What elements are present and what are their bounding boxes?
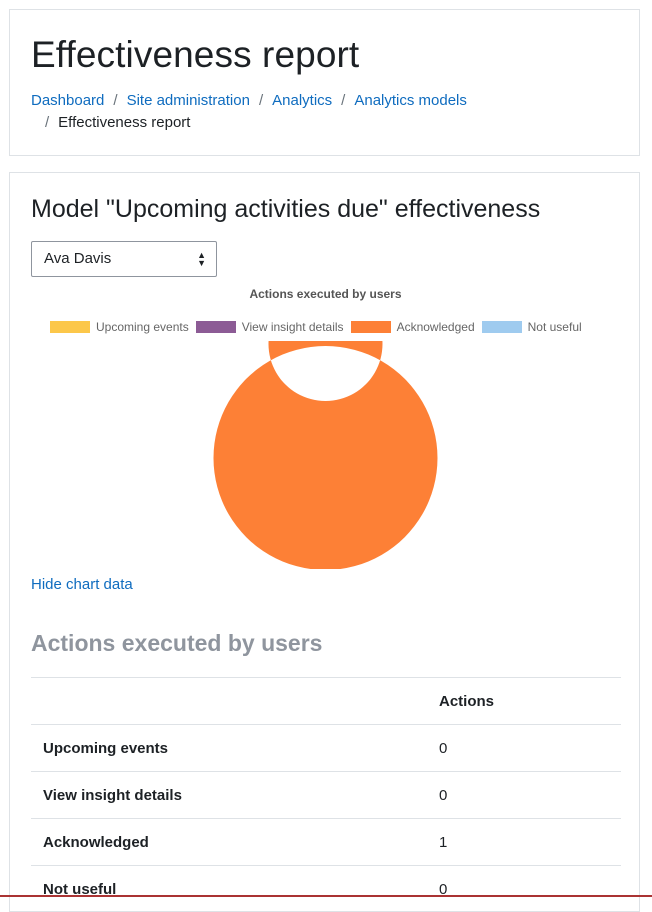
table-heading: Actions executed by users [31, 630, 322, 657]
legend-item[interactable]: Upcoming events [50, 320, 189, 334]
breadcrumb-separator: / [332, 92, 354, 109]
chart-title: Actions executed by users [10, 287, 641, 301]
donut-chart [10, 341, 641, 569]
legend-swatch [482, 321, 522, 333]
legend-label: Acknowledged [397, 320, 475, 334]
legend-label: View insight details [242, 320, 344, 334]
legend-swatch [196, 321, 236, 333]
breadcrumb-separator: / [250, 92, 272, 109]
legend-item[interactable]: View insight details [196, 320, 344, 334]
select-arrows-icon: ▲▼ [197, 242, 206, 267]
user-select-value: Ava Davis [44, 250, 111, 267]
breadcrumb-site-administration[interactable]: Site administration [127, 92, 250, 109]
row-value: 0 [427, 866, 621, 912]
row-label: Not useful [31, 866, 427, 912]
breadcrumb: Dashboard/Site administration/Analytics/… [31, 90, 621, 134]
breadcrumb-analytics-models[interactable]: Analytics models [354, 92, 467, 109]
page-header: Effectiveness report Dashboard/Site admi… [9, 9, 640, 156]
breadcrumb-current: Effectiveness report [58, 114, 190, 131]
breadcrumb-dashboard[interactable]: Dashboard [31, 92, 104, 109]
row-value: 1 [427, 819, 621, 866]
legend-label: Not useful [528, 320, 582, 334]
row-value: 0 [427, 725, 621, 772]
row-label: View insight details [31, 772, 427, 819]
chart-legend: Upcoming events View insight details Ackno… [50, 320, 589, 334]
row-label: Acknowledged [31, 819, 427, 866]
breadcrumb-analytics[interactable]: Analytics [272, 92, 332, 109]
row-value: 0 [427, 772, 621, 819]
breadcrumb-separator: / [36, 114, 58, 131]
page-title: Effectiveness report [31, 34, 359, 76]
table-header-label [31, 678, 427, 725]
main-content: Model "Upcoming activities due" effectiv… [9, 172, 640, 912]
row-label: Upcoming events [31, 725, 427, 772]
legend-swatch [351, 321, 391, 333]
hide-chart-data-link[interactable]: Hide chart data [31, 576, 133, 593]
legend-item[interactable]: Acknowledged [351, 320, 475, 334]
model-title: Model "Upcoming activities due" effectiv… [31, 195, 540, 224]
table-header-row: Actions [31, 678, 621, 725]
breadcrumb-separator: / [104, 92, 126, 109]
legend-item[interactable]: Not useful [482, 320, 582, 334]
user-select[interactable]: Ava Davis ▲▼ [31, 241, 217, 277]
legend-swatch [50, 321, 90, 333]
table-header-actions: Actions [427, 678, 621, 725]
legend-label: Upcoming events [96, 320, 189, 334]
